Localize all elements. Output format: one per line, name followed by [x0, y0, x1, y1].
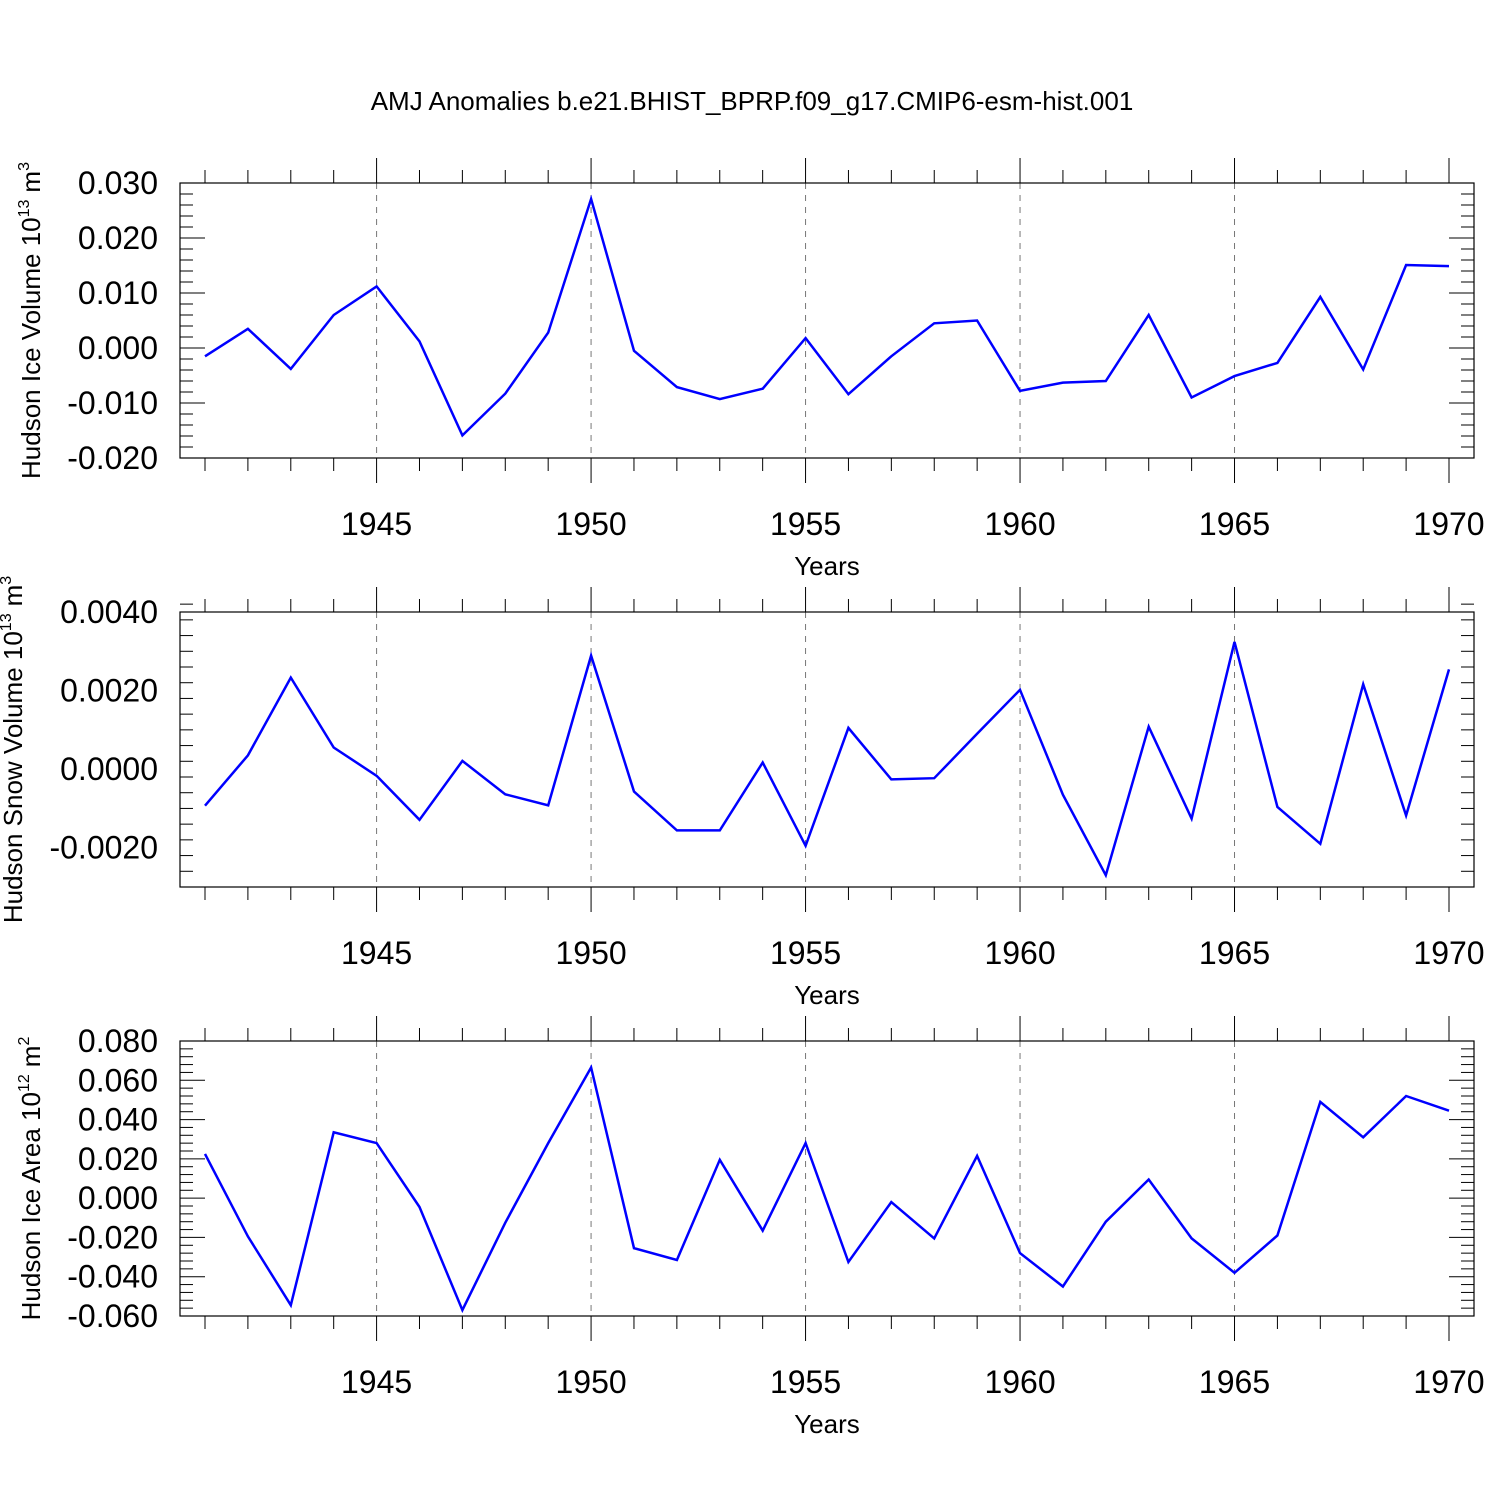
ice-area-x-tick-label: 1970	[1413, 1364, 1484, 1400]
ice-area-y-tick-label: 0.080	[78, 1023, 158, 1059]
snow-volume-x-tick-label: 1945	[341, 935, 412, 971]
ice-area-y-tick-label: 0.040	[78, 1102, 158, 1138]
ice-area-plot-frame	[179, 1040, 1475, 1317]
ice-area-x-axis-label: Years	[794, 1409, 860, 1439]
ice-volume-x-tick-label: 1955	[770, 506, 841, 542]
snow-volume-plot-frame	[179, 611, 1475, 888]
snow-volume-x-tick-label: 1965	[1199, 935, 1270, 971]
ice-volume-x-tick-label: 1950	[555, 506, 626, 542]
ice-volume-y-tick-label: 0.000	[78, 330, 158, 366]
ice-volume-series-line	[204, 194, 1450, 438]
ice-volume-panel: -0.020 -0.010 0.000 0.010 0.020 0.030 1945 1950…	[16, 158, 1485, 581]
snow-volume-series-line	[204, 641, 1451, 879]
ice-area-y-tick-label: -0.040	[67, 1259, 158, 1295]
snow-volume-x-tick-label: 1950	[555, 935, 626, 971]
snow-volume-y-tick-label: 0.0000	[60, 751, 158, 787]
snow-volume-y-tick-label: 0.0040	[60, 594, 158, 630]
ice-area-y-axis-label: Hudson Ice Area 1012m2	[16, 1037, 46, 1321]
ice-volume-y-tick-label: 0.010	[78, 275, 158, 311]
ice-volume-x-tick-label: 1945	[341, 506, 412, 542]
ice-volume-x-tick-label: 1970	[1413, 506, 1484, 542]
ice-volume-y-tick-label: -0.010	[67, 385, 158, 421]
ice-area-y-tick-label: 0.020	[78, 1141, 158, 1177]
ice-volume-x-tick-label: 1965	[1199, 506, 1270, 542]
ice-area-y-tick-label: -0.060	[67, 1298, 158, 1334]
chart-title: AMJ Anomalies b.e21.BHIST_BPRP.f09_g17.C…	[371, 86, 1134, 116]
ice-volume-x-axis-label: Years	[794, 551, 860, 581]
snow-volume-panel: -0.0020 0.0000 0.0020 0.0040 1945 1950 1955 196…	[0, 576, 1485, 1010]
ice-area-x-tick-label: 1955	[770, 1364, 841, 1400]
ice-area-series-line	[203, 1064, 1450, 1314]
ice-volume-y-tick-label: 0.020	[78, 220, 158, 256]
ice-area-y-tick-label: 0.000	[78, 1180, 158, 1216]
snow-volume-y-tick-label: 0.0020	[60, 673, 158, 709]
ice-volume-y-tick-label: 0.030	[78, 165, 158, 201]
snow-volume-x-axis-label: Years	[794, 980, 860, 1010]
snow-volume-x-tick-label: 1960	[984, 935, 1055, 971]
snow-volume-x-tick-label: 1970	[1413, 935, 1484, 971]
ice-area-x-tick-label: 1965	[1199, 1364, 1270, 1400]
ice-area-y-tick-label: 0.060	[78, 1062, 158, 1098]
ice-volume-x-tick-label: 1960	[984, 506, 1055, 542]
snow-volume-y-tick-label: -0.0020	[49, 830, 158, 866]
ice-area-x-tick-label: 1945	[341, 1364, 412, 1400]
ice-area-y-tick-label: -0.020	[67, 1219, 158, 1255]
snow-volume-x-tick-label: 1955	[770, 935, 841, 971]
ice-area-x-tick-label: 1950	[555, 1364, 626, 1400]
ice-volume-plot-frame	[179, 182, 1475, 459]
snow-volume-y-axis-label: Hudson Snow Volume 1013m3	[0, 576, 28, 923]
ice-volume-y-tick-label: -0.020	[67, 440, 158, 476]
ice-area-x-tick-label: 1960	[984, 1364, 1055, 1400]
ice-volume-y-axis-label: Hudson Ice Volume 1013m3	[16, 162, 46, 479]
